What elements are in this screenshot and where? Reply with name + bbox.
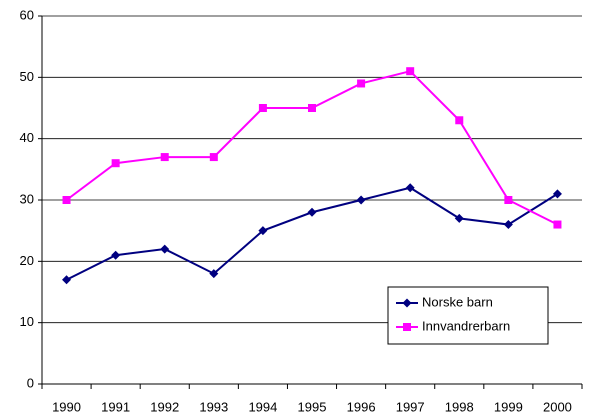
x-tick-label: 1996 <box>347 399 376 414</box>
legend-label: Norske barn <box>422 294 493 309</box>
data-point <box>62 275 72 285</box>
data-point <box>308 104 316 112</box>
legend-box <box>387 286 549 345</box>
data-point <box>455 116 464 125</box>
data-point <box>209 269 219 279</box>
x-tick-label: 1993 <box>199 399 228 414</box>
series-line <box>66 186 558 281</box>
x-tick-label: 2000 <box>543 399 572 414</box>
data-point <box>552 189 562 199</box>
legend: Norske barn Innvandrerbarn <box>387 286 549 345</box>
legend-marker <box>403 323 411 331</box>
data-point <box>209 153 218 162</box>
data-point <box>307 207 317 217</box>
y-tick-label: 10 <box>20 314 34 329</box>
x-tick-label: 1999 <box>494 399 523 414</box>
data-point <box>160 153 169 162</box>
data-point <box>258 226 268 236</box>
x-tick-label: 1990 <box>52 399 81 414</box>
y-tick-label: 20 <box>20 253 34 268</box>
x-tick-label: 1997 <box>396 399 425 414</box>
data-point <box>406 67 415 76</box>
y-tick-label: 0 <box>27 375 34 390</box>
x-tick-label: 1991 <box>101 399 130 414</box>
x-tick-label: 1995 <box>298 399 327 414</box>
data-point <box>405 183 415 193</box>
legend-label: Innvandrerbarn <box>422 318 510 333</box>
series-line <box>65 70 558 226</box>
data-point <box>111 159 120 168</box>
data-point <box>357 79 366 88</box>
y-tick-label: 50 <box>20 69 34 84</box>
x-tick-label: 1992 <box>150 399 179 414</box>
y-tick-label: 40 <box>20 130 34 145</box>
data-point <box>553 220 562 229</box>
x-tick-label: 1998 <box>445 399 474 414</box>
legend-marker <box>402 298 412 308</box>
y-tick-label: 60 <box>20 7 34 22</box>
data-point <box>504 196 513 204</box>
data-point <box>454 213 464 223</box>
data-point <box>111 250 121 260</box>
data-point <box>258 104 267 112</box>
data-point <box>62 196 71 204</box>
data-point <box>503 220 513 230</box>
y-tick-label: 30 <box>20 191 34 206</box>
data-point <box>356 195 366 205</box>
x-tick-label: 1994 <box>248 399 277 414</box>
data-point <box>160 244 170 254</box>
